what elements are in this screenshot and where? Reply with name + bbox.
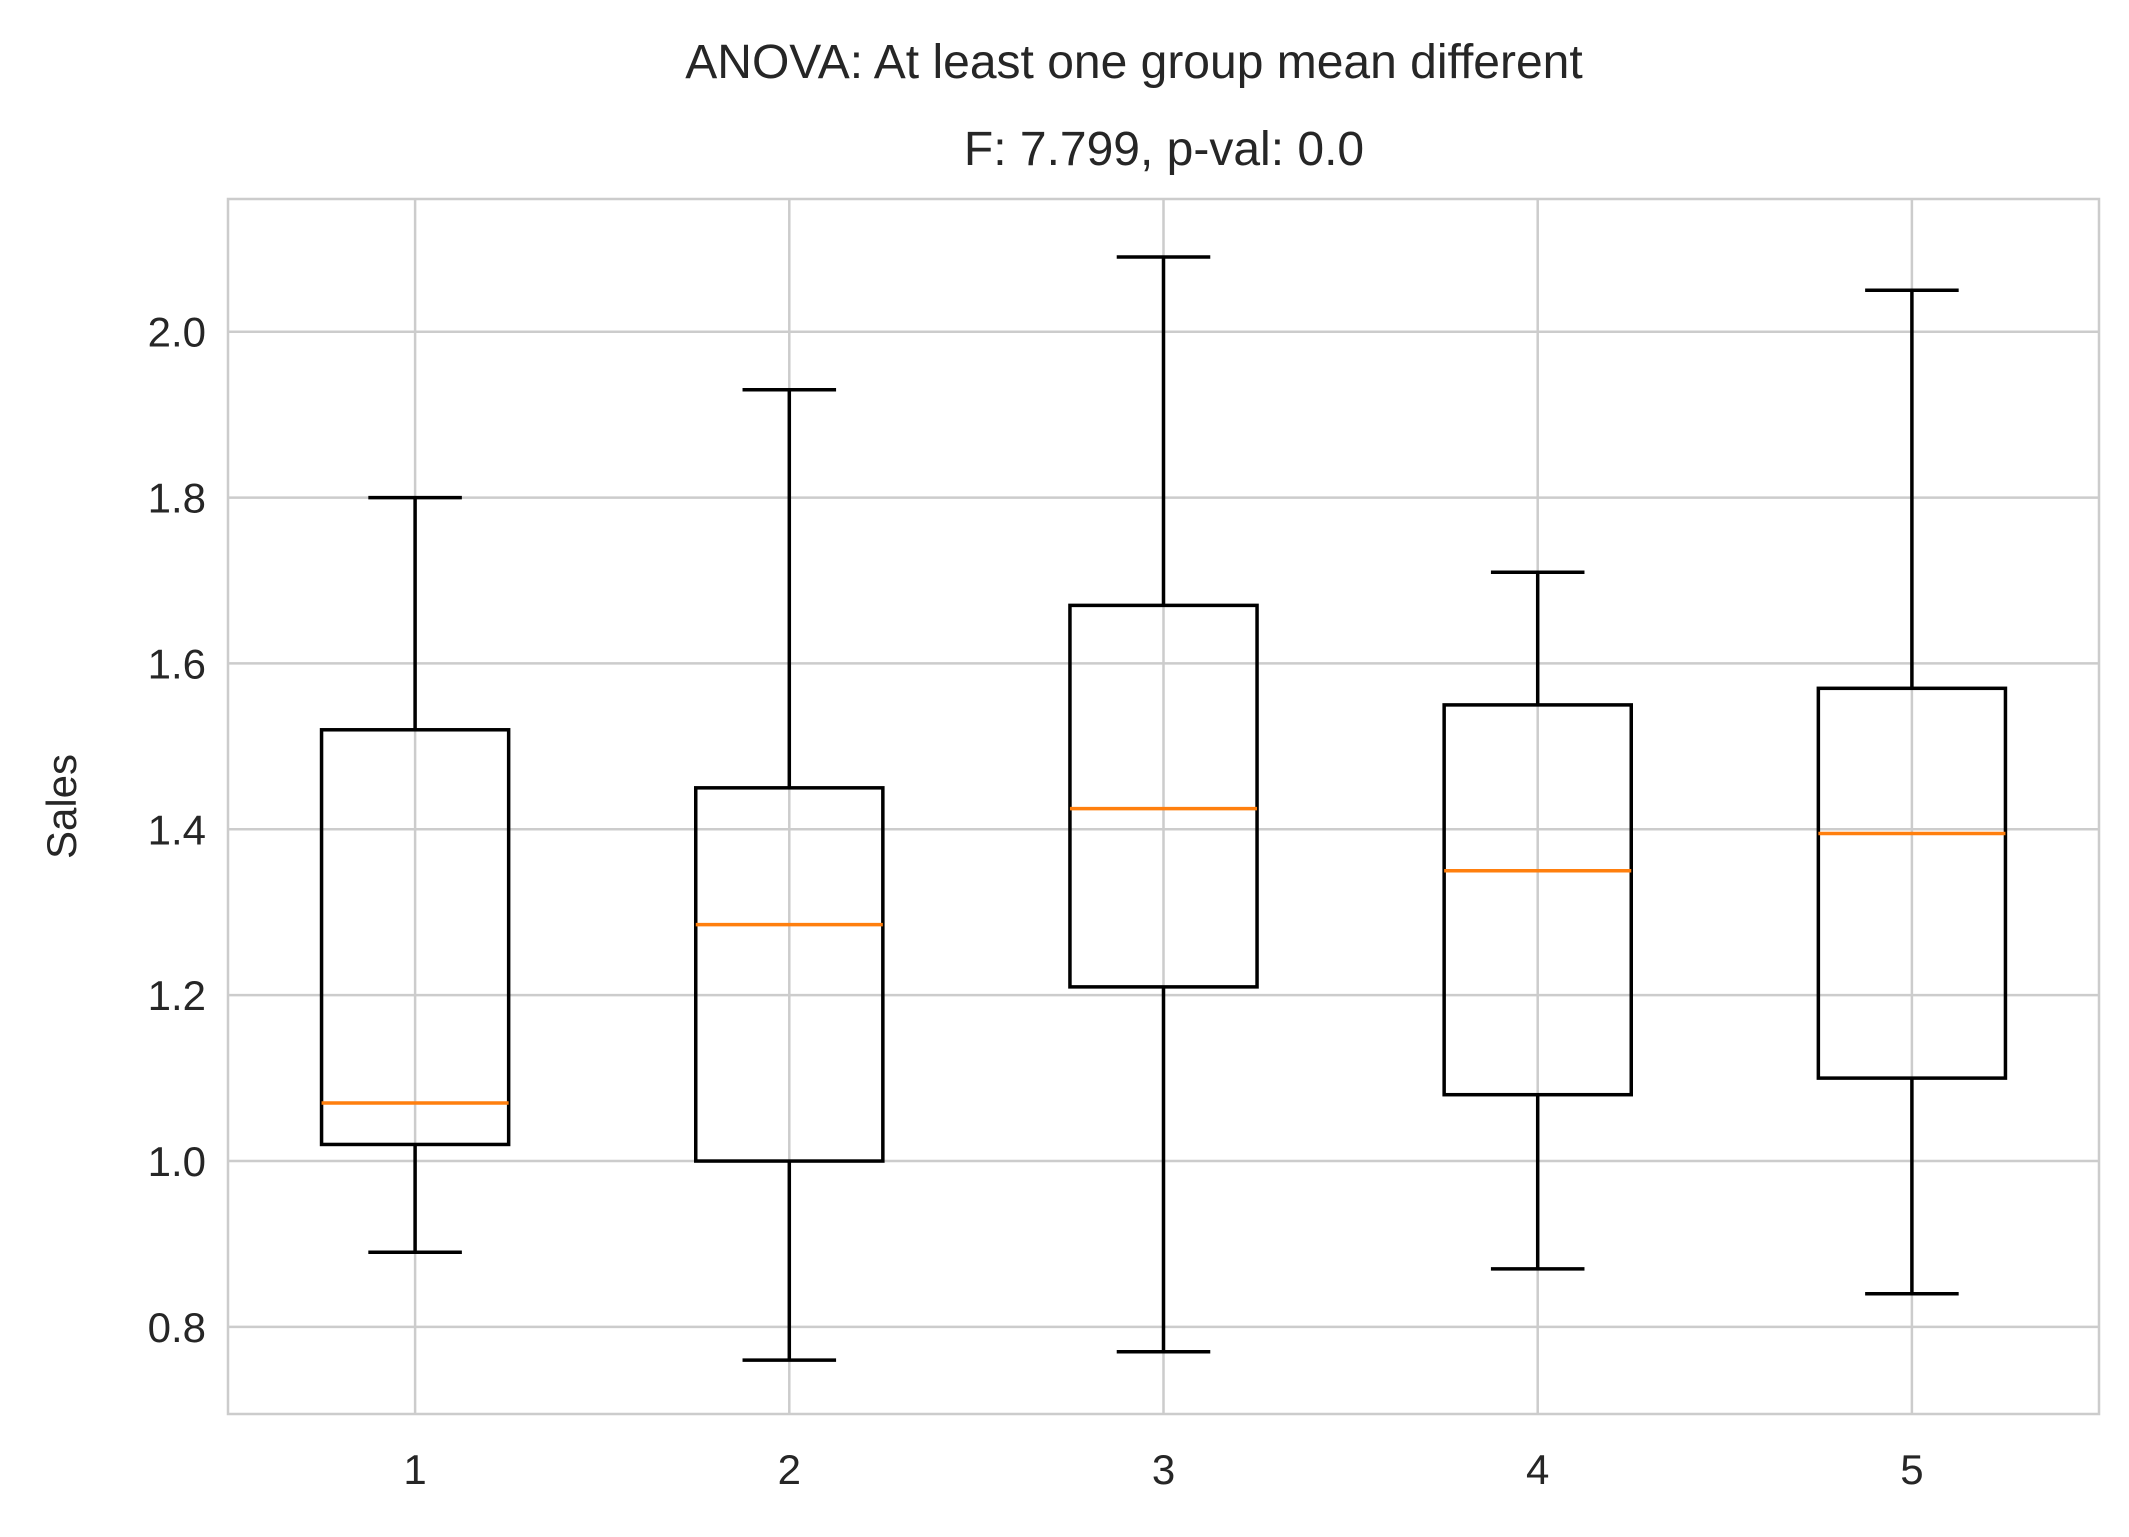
box-group	[1442, 570, 1634, 1271]
iqr-box	[1816, 686, 2008, 1080]
chart-title: ANOVA: At least one group mean different	[685, 36, 1582, 89]
y-tick-label: 1.6	[148, 640, 206, 687]
y-tick-label: 1.8	[148, 475, 206, 522]
iqr-box	[694, 786, 885, 1163]
box-group	[1068, 255, 1259, 1354]
y-tick-label: 1.0	[148, 1138, 206, 1185]
iqr-box	[1442, 703, 1634, 1097]
iqr-box	[1068, 603, 1259, 989]
y-axis-label: Sales	[38, 754, 85, 859]
chart-subtitle: F: 7.799, p-val: 0.0	[964, 123, 1364, 176]
x-tick-label: 2	[778, 1446, 801, 1493]
boxes	[319, 255, 2008, 1362]
y-tick-label: 1.2	[148, 972, 206, 1019]
box-group	[1816, 288, 2008, 1296]
y-tick-label: 2.0	[148, 309, 206, 356]
x-tick-label: 1	[403, 1446, 426, 1493]
y-tick-label: 1.4	[148, 806, 206, 853]
box-group	[319, 495, 511, 1255]
box-group	[694, 388, 885, 1362]
x-tick-label: 4	[1526, 1446, 1549, 1493]
x-tick-label: 3	[1152, 1446, 1175, 1493]
y-tick-label: 0.8	[148, 1304, 206, 1351]
plot-area-frame	[226, 197, 2101, 1416]
iqr-box	[319, 728, 511, 1147]
tick-labels: 0.8 1.0 1.2 1.4 1.6 1.8 2.0 1 2 3 4 5	[148, 309, 1924, 1493]
x-tick-label: 5	[1900, 1446, 1923, 1493]
